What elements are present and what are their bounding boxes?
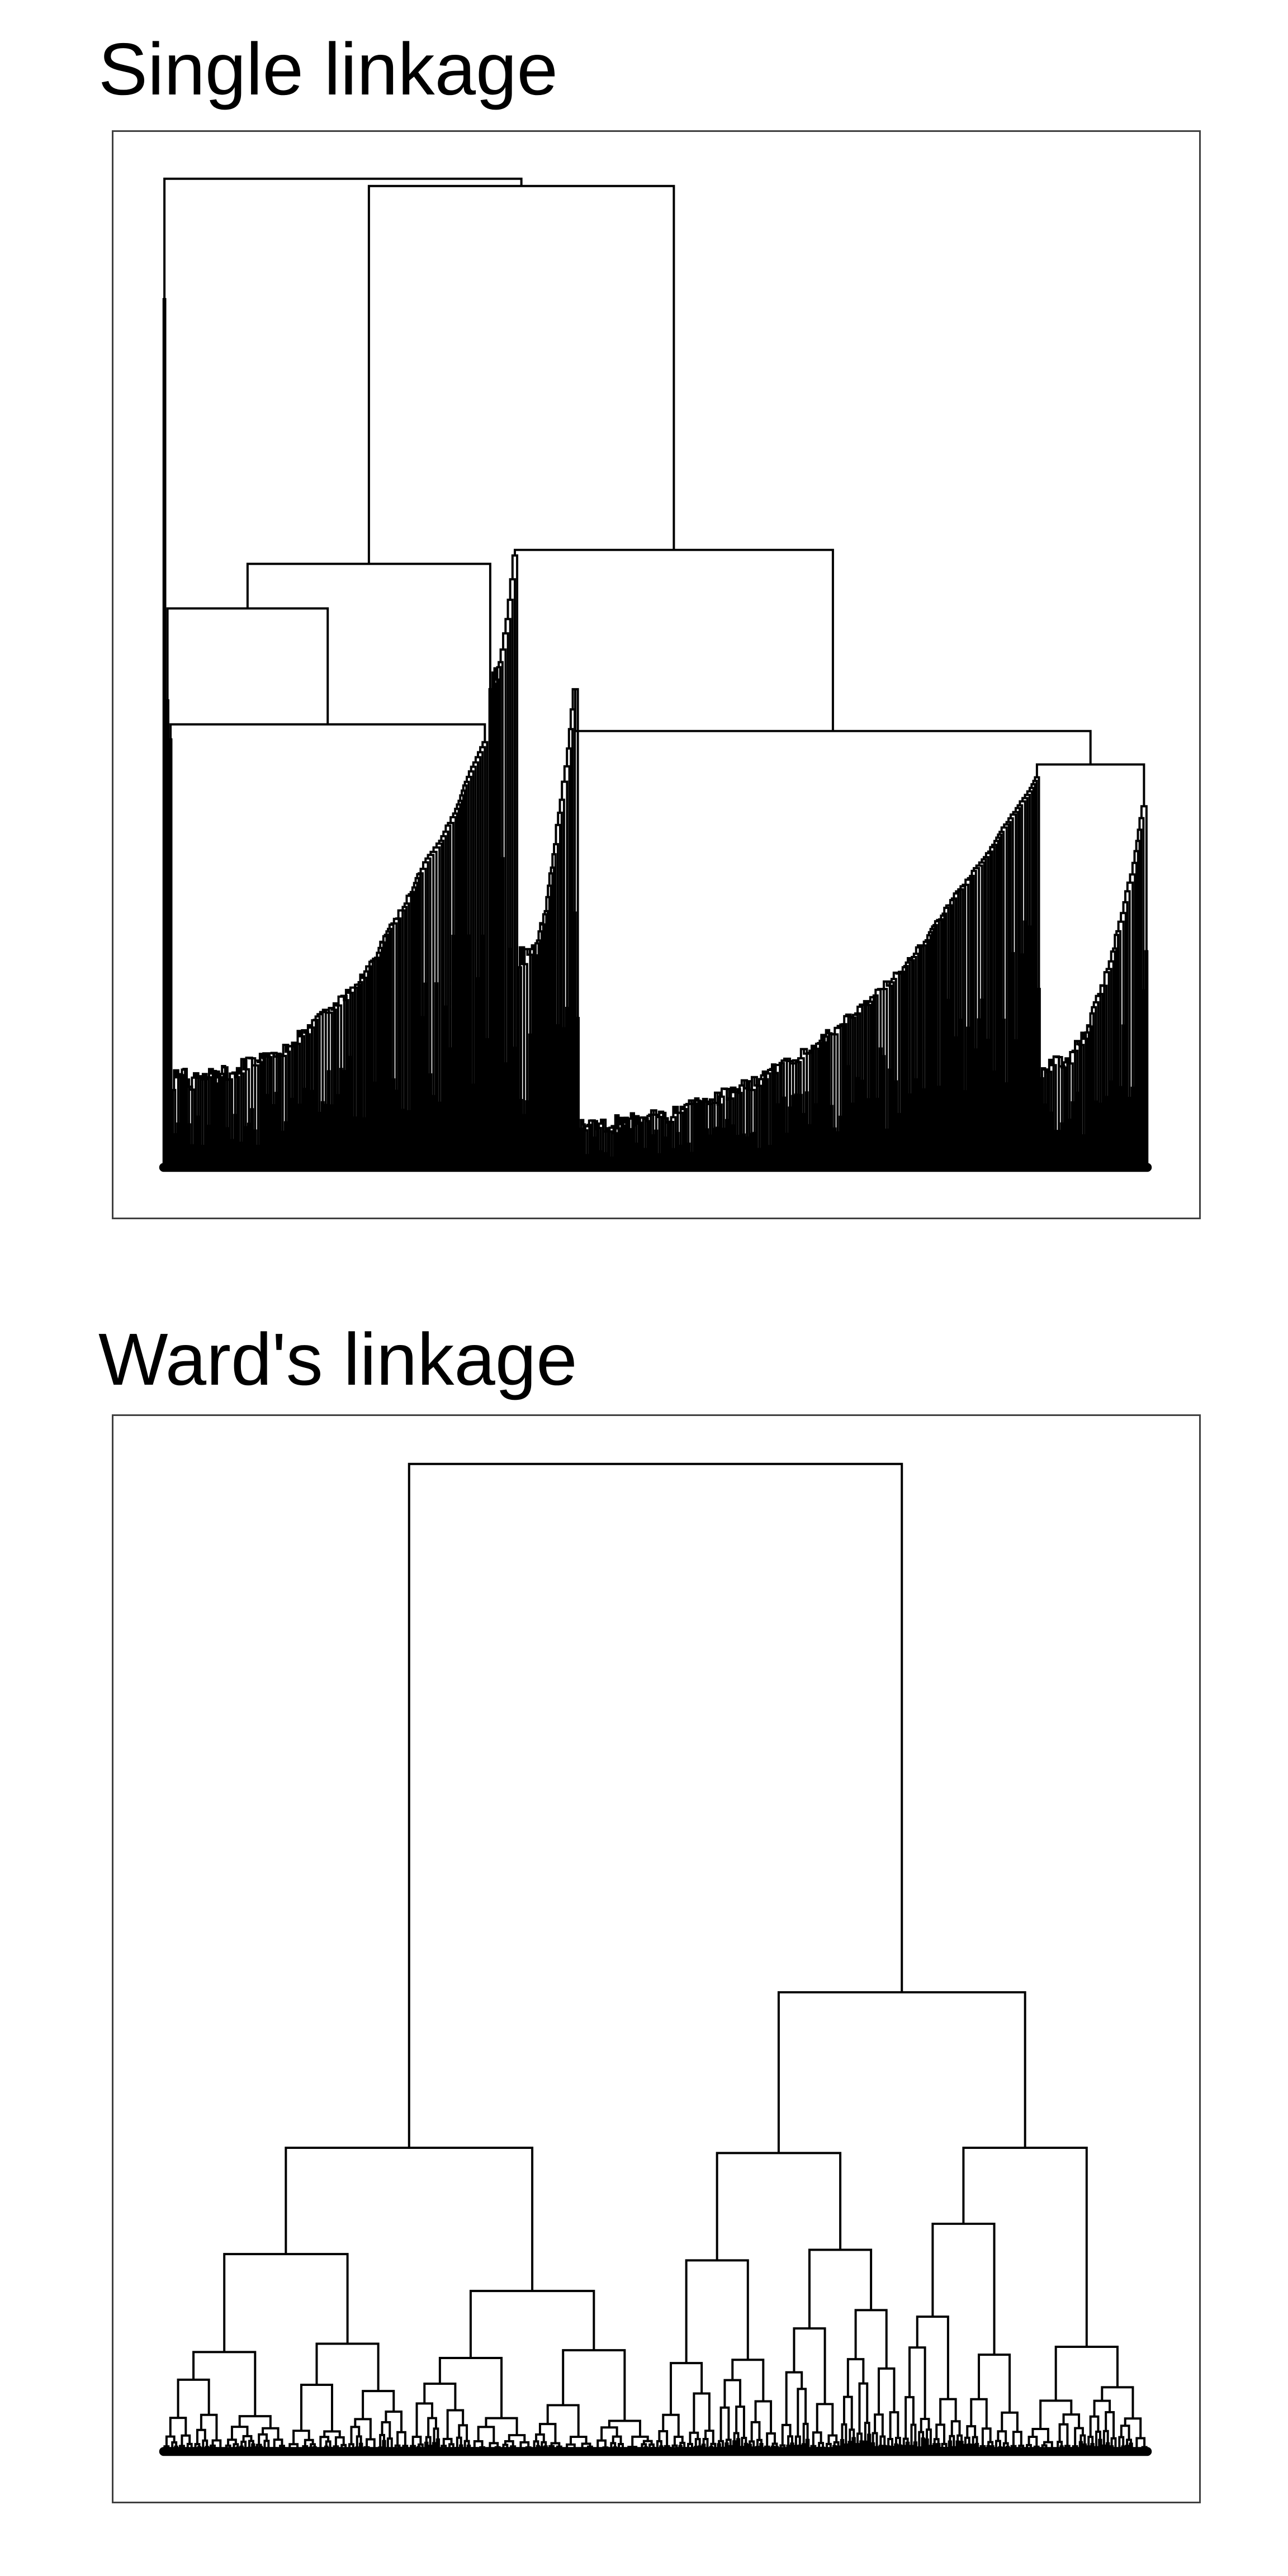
single-linkage-title: Single linkage — [98, 28, 558, 110]
ward-merge-links — [732, 2248, 888, 2452]
single-merge-links — [248, 951, 382, 1168]
single-merge-links — [851, 867, 981, 1168]
ward-merge-links — [270, 2342, 403, 2452]
single-merge-links — [600, 1091, 723, 1168]
single-merge-links — [172, 1057, 294, 1168]
single-merge-links — [162, 177, 675, 1168]
ward-merge-links — [621, 1991, 1026, 2452]
single-merge-links — [1040, 950, 1149, 1168]
single-merge-links — [297, 548, 1092, 1168]
ward-merge-links — [501, 2349, 641, 2452]
single-merge-links — [718, 1014, 856, 1168]
ward-linkage-dendrogram — [159, 1462, 1152, 2456]
single-merge-links — [579, 1065, 860, 1168]
ward-linkage-title: Ward's linkage — [98, 1318, 577, 1400]
single-merge-links — [517, 763, 1145, 1168]
single-linkage-dendrogram — [159, 177, 1152, 1172]
ward-merge-links — [847, 2146, 1088, 2452]
ward-merge-links — [162, 1462, 903, 2452]
single-merge-links — [860, 805, 1148, 1168]
single-linkage-dendrogram-frame — [112, 130, 1201, 1219]
ward-merge-links — [1086, 2386, 1149, 2452]
ward-linkage-dendrogram-frame — [112, 1414, 1201, 2503]
